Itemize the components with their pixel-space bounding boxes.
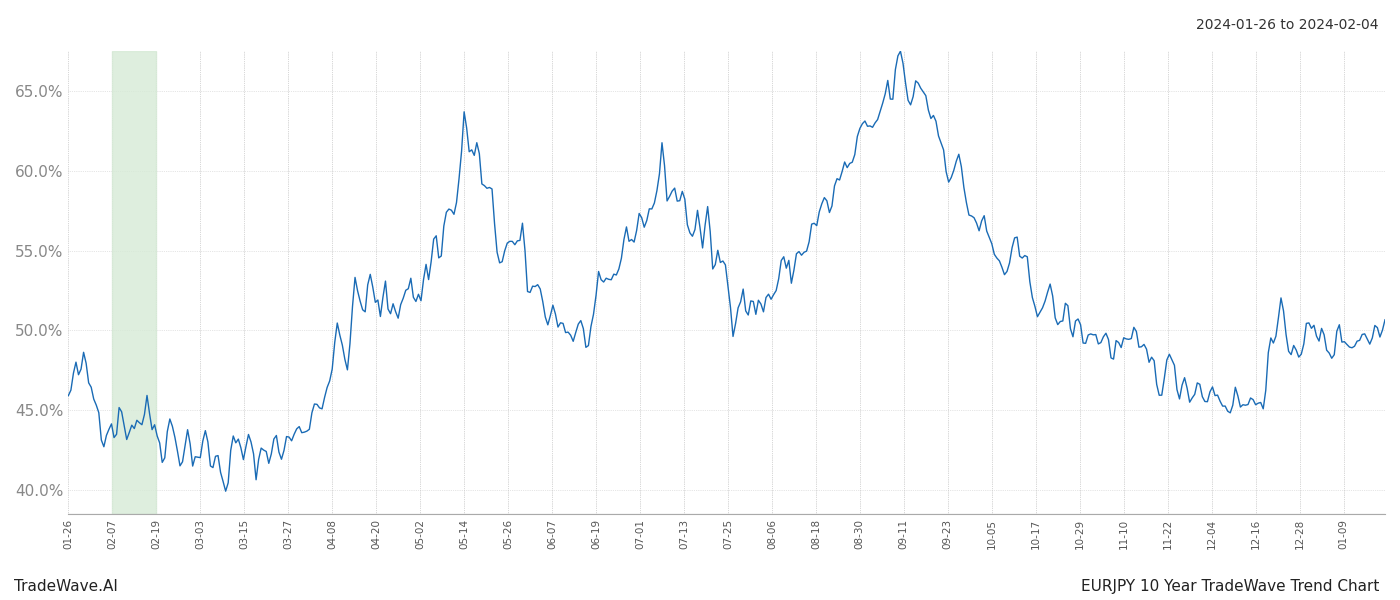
Text: 2024-01-26 to 2024-02-04: 2024-01-26 to 2024-02-04 [1197,18,1379,32]
Bar [112,51,157,514]
Text: TradeWave.AI: TradeWave.AI [14,579,118,594]
Text: EURJPY 10 Year TradeWave Trend Chart: EURJPY 10 Year TradeWave Trend Chart [1081,579,1379,594]
